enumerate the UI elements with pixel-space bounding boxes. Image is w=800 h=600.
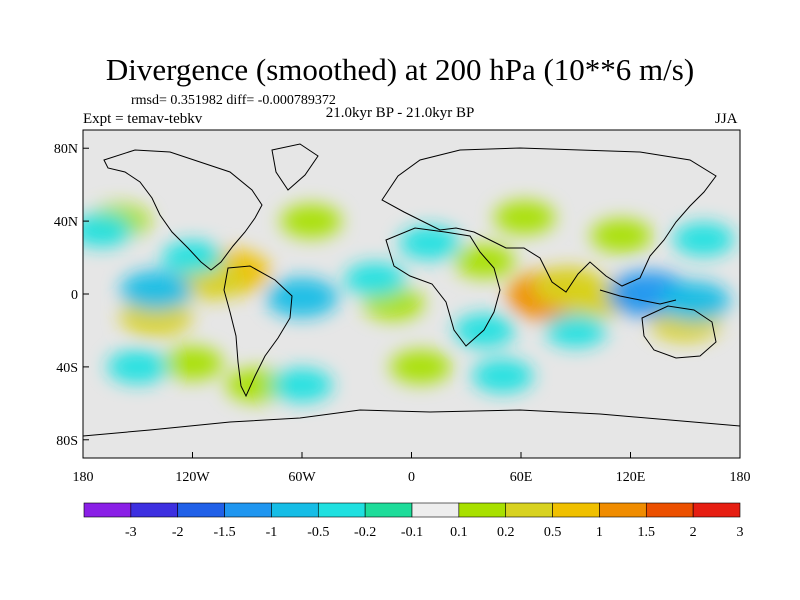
lon-tick-label: 120W <box>175 470 210 485</box>
period-label: 21.0kyr BP - 21.0kyr BP <box>325 105 475 121</box>
field-anomaly-6 <box>453 244 516 279</box>
colorbar-swatch <box>317 502 366 518</box>
colorbar: -3 -2 -1.5 -1 -0.5 -0.2 -0.1 0.1 0.2 0.5 1 1.5 2 3 <box>83 502 744 540</box>
latitude-ticks: 80N 40N 0 40S 80S <box>54 142 89 449</box>
longitude-ticks: 180 120W 60W 0 60E 120E 180 <box>73 452 751 485</box>
lat-tick-label: 0 <box>71 288 78 303</box>
colorbar-label: 0.2 <box>497 525 515 540</box>
colorbar-label: 1.5 <box>638 525 656 540</box>
colorbar-label: -1 <box>266 525 278 540</box>
field-anomaly-9 <box>280 204 342 239</box>
field-anomaly-25 <box>399 225 461 260</box>
colorbar-label: 0.1 <box>450 525 468 540</box>
coastline-antarctica <box>83 409 740 437</box>
lon-tick-label: 60W <box>288 470 316 485</box>
colorbar-label: 3 <box>737 525 744 540</box>
coastline-africa <box>385 227 501 347</box>
colorbar-swatch <box>224 502 272 518</box>
lon-tick-label: 180 <box>73 470 94 485</box>
plot-title: Divergence (smoothed) at 200 hPa (10**6 … <box>105 52 695 87</box>
lat-tick-label: 80S <box>56 434 78 449</box>
field-anomaly-20 <box>658 281 731 322</box>
colorbar-label: 2 <box>690 525 697 540</box>
season-label: JJA <box>715 111 738 127</box>
colorbar-swatch <box>552 502 600 518</box>
field-anomaly-26 <box>344 262 406 297</box>
coastline-australia <box>641 305 717 359</box>
field-anomaly-18 <box>266 277 338 318</box>
coastline-eurasia <box>381 147 717 293</box>
colorbar-label: -0.2 <box>354 525 376 540</box>
field-anomaly-15 <box>390 349 452 384</box>
coastlines <box>83 143 740 437</box>
lon-tick-label: 0 <box>408 470 415 485</box>
colorbar-label: -0.1 <box>401 525 423 540</box>
coastline-north-america <box>103 149 263 271</box>
field-anomaly-10 <box>225 368 287 403</box>
divergence-field <box>83 200 735 403</box>
field-anomaly-16 <box>161 240 224 275</box>
colorbar-label: 0.5 <box>544 525 562 540</box>
colorbar-swatch <box>271 502 319 518</box>
lat-tick-label: 40S <box>56 361 78 376</box>
field-anomaly-21 <box>545 313 607 348</box>
colorbar-swatch <box>458 502 507 518</box>
coastline-indonesia <box>599 289 677 305</box>
field-anomaly-13 <box>494 200 556 235</box>
colorbar-swatch <box>130 502 179 518</box>
colorbar-label: -2 <box>172 525 184 540</box>
lon-tick-label: 120E <box>616 470 646 485</box>
field-anomaly-29 <box>472 359 534 393</box>
colorbar-swatch <box>177 502 225 518</box>
colorbar-label: 1 <box>596 525 603 540</box>
colorbar-swatch <box>411 502 460 518</box>
colorbar-swatch <box>505 502 553 518</box>
colorbar-swatch <box>364 502 413 518</box>
field-anomaly-24 <box>271 368 333 403</box>
field-anomaly-17 <box>120 270 192 311</box>
rmsd-diff-stats: rmsd= 0.351982 diff= -0.000789372 <box>131 93 336 108</box>
colorbar-label: -3 <box>125 525 137 540</box>
colorbar-label: -0.5 <box>307 525 329 540</box>
field-anomaly-22 <box>453 313 516 348</box>
colorbar-swatch <box>83 502 132 518</box>
field-anomaly-14 <box>161 346 224 381</box>
lat-tick-label: 40N <box>54 215 78 230</box>
colorbar-label: -1.5 <box>213 525 235 540</box>
field-anomaly-28 <box>83 213 132 248</box>
experiment-label: Expt = temav-tebkv <box>83 111 203 127</box>
coastline-greenland <box>271 143 319 191</box>
lon-tick-label: 60E <box>510 470 533 485</box>
field-anomaly-27 <box>672 222 735 257</box>
colorbar-swatch <box>645 502 694 518</box>
field-anomaly-23 <box>107 349 169 384</box>
lat-tick-label: 80N <box>54 142 78 157</box>
colorbar-swatch <box>692 502 741 518</box>
lon-tick-label: 180 <box>730 470 751 485</box>
colorbar-swatch <box>599 502 647 518</box>
field-anomaly-12 <box>590 218 652 253</box>
coastline-south-america <box>223 265 293 398</box>
